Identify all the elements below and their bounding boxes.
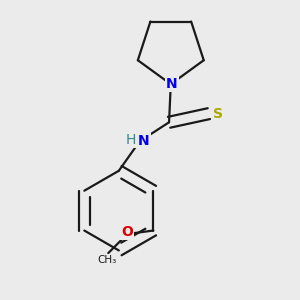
Text: H: H (126, 133, 136, 147)
Text: N: N (166, 77, 178, 91)
Text: S: S (212, 106, 223, 121)
Text: CH₃: CH₃ (97, 255, 116, 265)
Text: O: O (122, 225, 133, 239)
Text: N: N (138, 134, 150, 148)
